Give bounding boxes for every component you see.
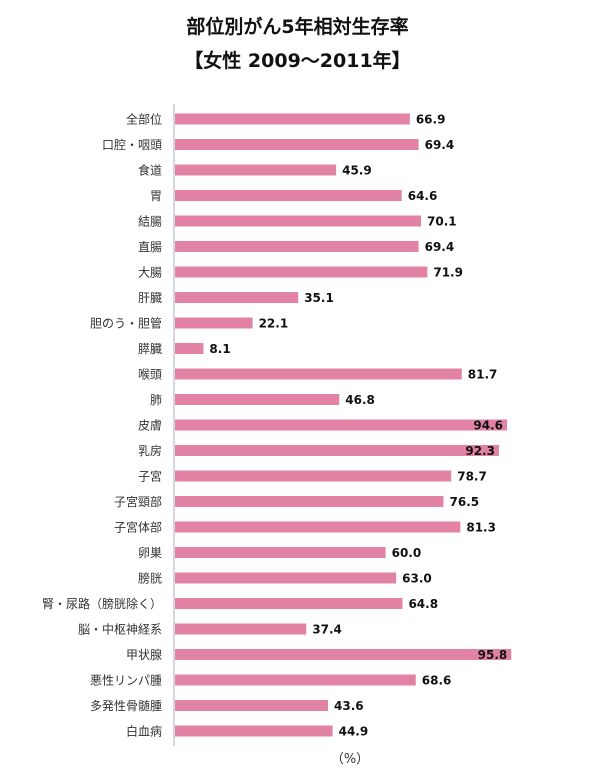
category-label: 膀胱 — [138, 571, 162, 586]
category-label: 全部位 — [126, 112, 162, 127]
category-label: 悪性リンパ腫 — [90, 674, 162, 688]
category-label: 胃 — [150, 189, 162, 203]
category-label: 子宮 — [138, 469, 162, 484]
data-label: 8.1 — [209, 342, 230, 356]
category-label: 子宮体部 — [114, 520, 162, 535]
category-label: 甲状腺 — [126, 648, 162, 662]
data-label: 68.6 — [422, 674, 452, 688]
data-label: 92.3 — [465, 444, 495, 458]
bar — [175, 368, 462, 380]
data-label: 44.9 — [339, 725, 369, 739]
category-label: 白血病 — [126, 724, 162, 739]
bar — [175, 623, 307, 635]
data-label: 22.1 — [259, 317, 289, 331]
category-label: 子宮頸部 — [114, 494, 162, 509]
data-label: 64.6 — [408, 189, 438, 203]
category-label: 皮膚 — [138, 418, 162, 433]
data-label: 45.9 — [342, 164, 372, 178]
category-label: 多発性骨髄腫 — [90, 698, 162, 713]
data-label: 71.9 — [433, 266, 463, 280]
category-label: 結腸 — [138, 215, 162, 229]
data-label: 94.6 — [473, 419, 503, 433]
category-label: 直腸 — [138, 240, 162, 254]
data-label: 69.4 — [425, 240, 455, 254]
category-label: 肺 — [150, 393, 162, 407]
bar — [175, 674, 416, 686]
data-label: 78.7 — [457, 470, 487, 484]
chart-subtitle: 【女性 2009〜2011年】 — [184, 50, 411, 72]
data-label: 81.7 — [468, 368, 498, 382]
data-label: 46.8 — [345, 393, 375, 407]
category-label: 大腸 — [138, 266, 162, 280]
category-label: 乳房 — [138, 443, 162, 458]
category-label: 腎・尿路（膀胱除く） — [42, 596, 162, 611]
bar — [175, 343, 204, 354]
chart-title: 部位別がん5年相対生存率 — [186, 16, 409, 38]
category-label: 卵巣 — [138, 546, 162, 560]
data-label: 69.4 — [425, 138, 455, 152]
bar — [175, 649, 512, 660]
bar — [175, 113, 410, 125]
data-label: 76.5 — [450, 495, 480, 509]
bar — [175, 547, 386, 558]
bar — [175, 496, 444, 507]
bar — [175, 215, 422, 227]
bar — [175, 190, 402, 201]
bar — [175, 419, 508, 431]
bar — [175, 164, 337, 176]
unit-label: （%） — [330, 752, 370, 767]
category-label: 脳・中枢神経系 — [78, 622, 162, 637]
category-label: 喉頭 — [138, 368, 162, 382]
data-label: 63.0 — [402, 572, 432, 586]
data-label: 37.4 — [312, 623, 342, 637]
bar — [175, 725, 333, 737]
data-label: 35.1 — [304, 291, 334, 305]
bar — [175, 241, 419, 252]
bar — [175, 470, 452, 482]
category-label: 胆のう・胆管 — [90, 316, 162, 331]
bar — [175, 394, 340, 405]
data-label: 95.8 — [478, 648, 508, 662]
bar — [175, 317, 253, 329]
category-label: 肝臓 — [138, 291, 162, 305]
bar — [175, 521, 461, 533]
bar — [175, 700, 329, 711]
data-label: 66.9 — [416, 113, 446, 127]
bar — [175, 598, 403, 609]
bar — [175, 292, 299, 303]
data-label: 70.1 — [427, 215, 457, 229]
data-label: 43.6 — [334, 699, 364, 713]
category-label: 膵臓 — [138, 342, 162, 356]
category-label: 口腔・咽頭 — [102, 137, 162, 152]
bar — [175, 445, 499, 456]
data-label: 64.8 — [408, 597, 438, 611]
bar — [175, 266, 428, 278]
bar — [175, 139, 419, 150]
bar — [175, 572, 397, 584]
category-label: 食道 — [138, 163, 162, 178]
data-label: 60.0 — [392, 546, 422, 560]
data-label: 81.3 — [466, 521, 496, 535]
